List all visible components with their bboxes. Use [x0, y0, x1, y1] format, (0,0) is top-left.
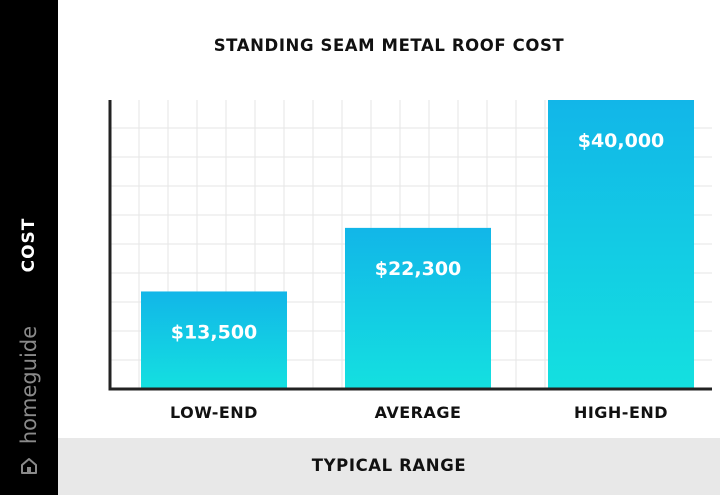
bar-low-end [141, 291, 287, 389]
house-icon [21, 458, 37, 474]
x-tick-label: AVERAGE [375, 403, 462, 422]
footer-band: TYPICAL RANGE [58, 438, 720, 495]
x-tick-label: LOW-END [170, 403, 258, 422]
data-label: $13,500 [171, 321, 258, 343]
data-label: $40,000 [578, 130, 665, 152]
axis-labels: LOW-END AVERAGE HIGH-END [170, 403, 668, 422]
sidebar: COST homeguide [0, 0, 58, 495]
bars: $13,500 $22,300 $40,000 [141, 100, 694, 389]
data-label: $22,300 [375, 258, 462, 280]
chart-title: STANDING SEAM METAL ROOF COST [213, 36, 565, 55]
x-axis-label: TYPICAL RANGE [311, 456, 467, 475]
bar-high-end [548, 100, 694, 389]
x-tick-label: HIGH-END [574, 403, 668, 422]
bar-chart: $13,500 $22,300 $40,000 LOW-END AVERAGE HIGH… [108, 100, 712, 422]
bar-average [345, 227, 491, 389]
